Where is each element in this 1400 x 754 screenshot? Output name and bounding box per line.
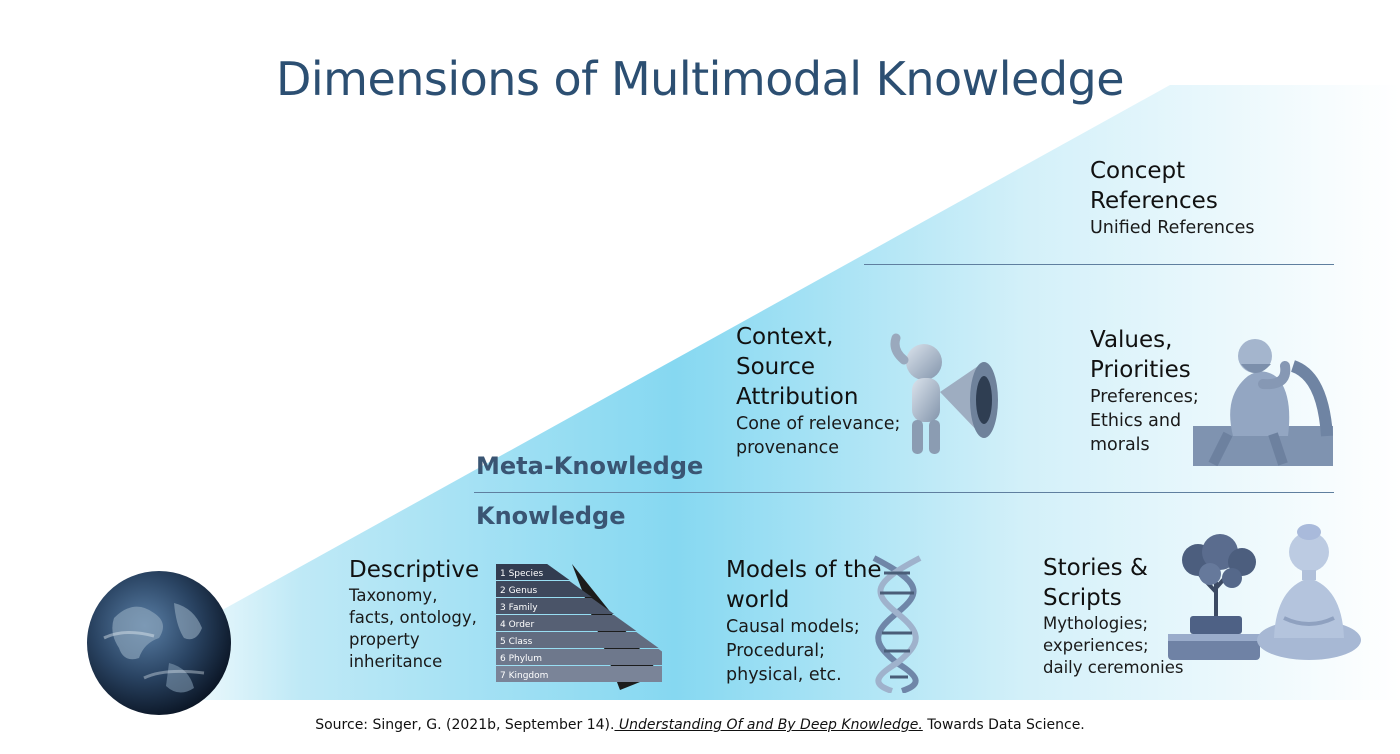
values-block: Values, Priorities Preferences; Ethics a… <box>1090 325 1199 457</box>
meta-knowledge-label: Meta-Knowledge <box>476 452 704 480</box>
pyramid-label-kingdom: 7 Kingdom <box>500 671 548 681</box>
pyramid-level-species <box>496 564 570 580</box>
pyramid-label-phylum: 6 Phylum <box>500 654 542 664</box>
models-desc: Causal models; Procedural; physical, etc… <box>726 617 860 685</box>
pyramid-level-kingdom <box>496 666 662 682</box>
divider-meta-knowledge <box>474 492 1334 493</box>
values-heading: Values, Priorities <box>1090 327 1191 383</box>
buddha-statue-icon <box>1257 524 1361 660</box>
context-heading: Context, Source Attribution <box>736 324 859 410</box>
pyramid-label-genus: 2 Genus <box>500 586 538 596</box>
pyramid-label-class: 5 Class <box>500 637 533 647</box>
pyramid-label-order: 4 Order <box>500 620 534 630</box>
pyramid-label-family: 3 Family <box>500 603 538 613</box>
descriptive-desc: Taxonomy, facts, ontology, property inhe… <box>349 586 477 671</box>
page-title: Dimensions of Multimodal Knowledge <box>275 52 1125 106</box>
models-heading: Models of the world <box>726 557 882 613</box>
concept-references-heading: Concept References <box>1090 158 1218 214</box>
divider-concept <box>864 264 1334 265</box>
source-article-link[interactable]: Understanding Of and By Deep Knowledge. <box>614 717 923 733</box>
concept-references-block: Concept References Unified References <box>1090 156 1254 240</box>
bonsai-book-icon <box>1168 534 1260 660</box>
pyramid-level-genus <box>496 581 592 597</box>
pyramid-level-class <box>496 632 659 648</box>
models-block: Models of the world Causal models; Proce… <box>726 555 882 687</box>
descriptive-block: Descriptive Taxonomy, facts, ontology, p… <box>349 555 479 673</box>
taxonomy-pyramid-icon: 1 Species 2 Genus 3 Family 4 Order 5 Class 6 … <box>496 564 662 690</box>
dna-helix-icon <box>872 555 922 693</box>
knowledge-label: Knowledge <box>476 502 626 530</box>
context-desc: Cone of relevance; provenance <box>736 414 901 458</box>
stories-heading: Stories & Scripts <box>1043 555 1148 611</box>
earth-globe-icon <box>87 571 231 715</box>
descriptive-heading: Descriptive <box>349 557 480 583</box>
concept-references-desc: Unified References <box>1090 218 1255 238</box>
source-suffix: Towards Data Science. <box>922 717 1085 733</box>
pyramid-level-phylum <box>496 649 662 665</box>
thinker-statue-icon <box>1193 339 1333 466</box>
source-citation: Source: Singer, G. (2021b, September 14)… <box>0 717 1400 733</box>
pyramid-level-order <box>496 615 637 631</box>
pyramid-label-species: 1 Species <box>500 569 544 579</box>
values-desc: Preferences; Ethics and morals <box>1090 387 1199 455</box>
pyramid-level-family <box>496 598 614 614</box>
stories-block: Stories & Scripts Mythologies; experienc… <box>1043 553 1184 679</box>
stories-desc: Mythologies; experiences; daily ceremoni… <box>1043 614 1184 677</box>
megaphone-figure-icon <box>890 333 998 454</box>
source-prefix: Source: Singer, G. (2021b, September 14)… <box>315 717 615 733</box>
context-block: Context, Source Attribution Cone of rele… <box>736 322 900 460</box>
